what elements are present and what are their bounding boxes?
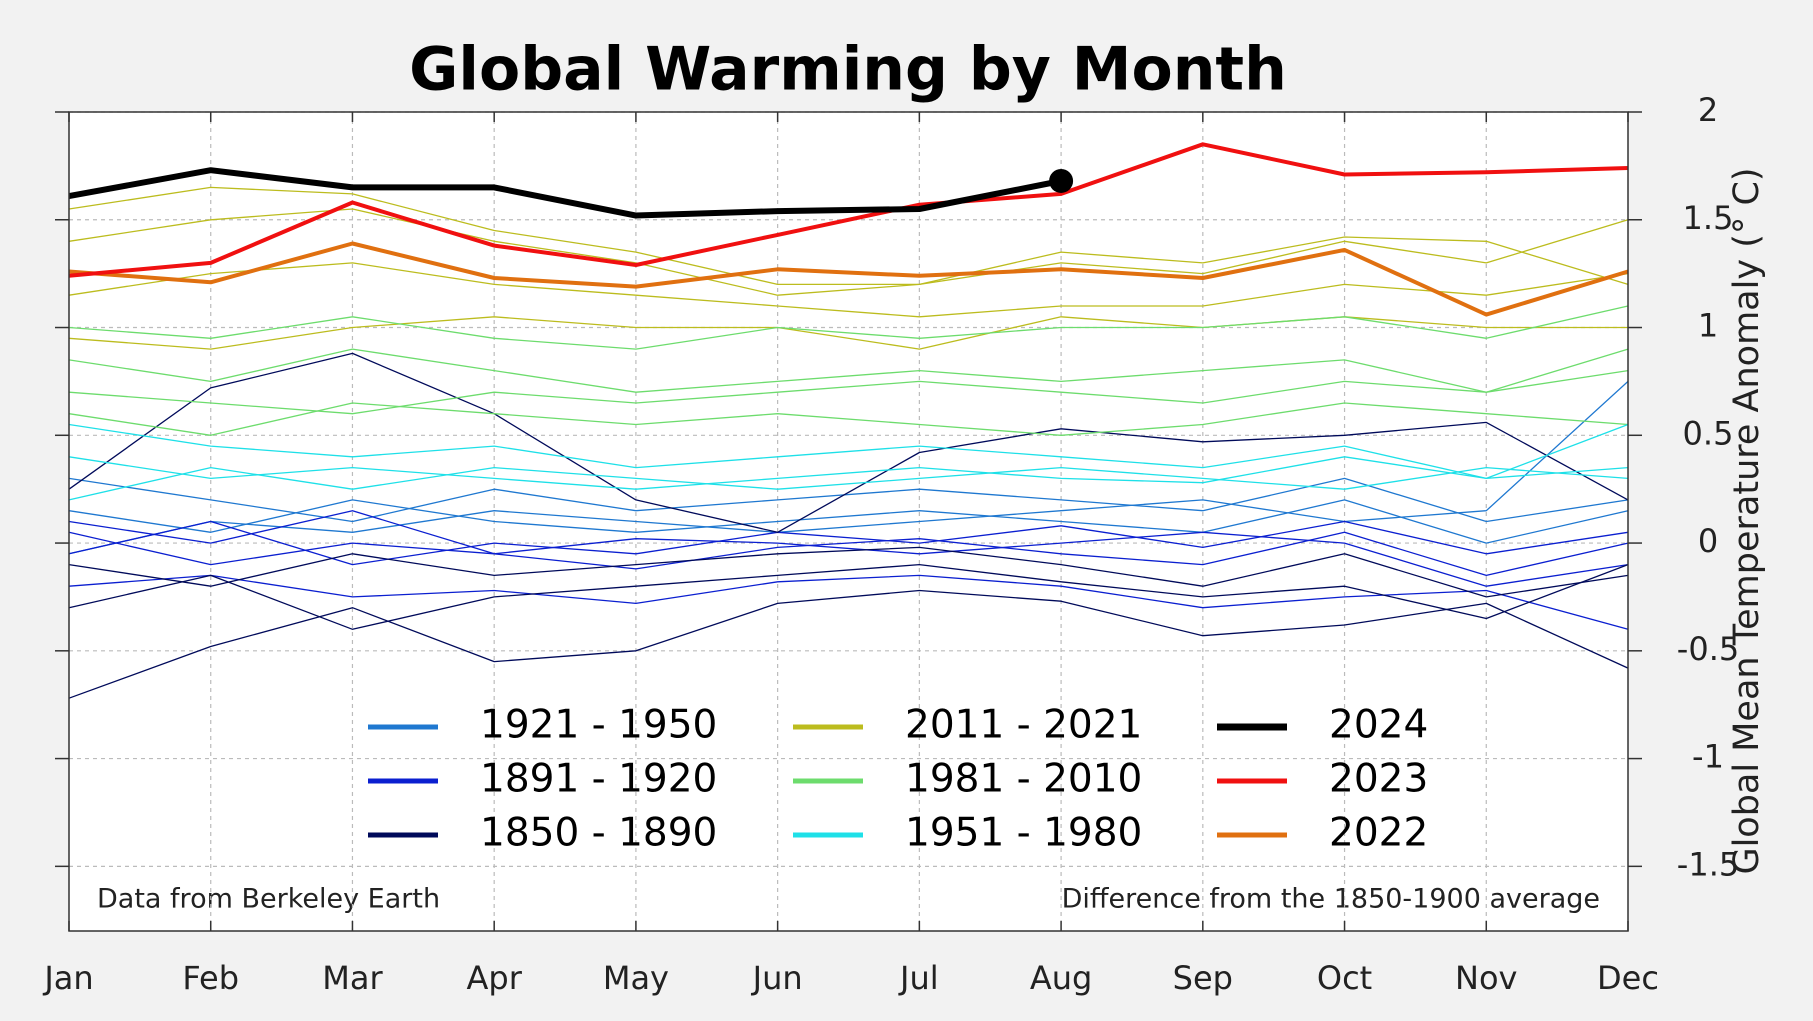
- series-line: [68, 316, 1628, 350]
- annotation: Data from Berkeley Earth: [97, 884, 440, 915]
- legend-label: 2023: [1329, 757, 1428, 802]
- legend-label: 1981 - 2010: [905, 757, 1142, 802]
- x-tick-label: Jan: [42, 959, 93, 997]
- chart-title: Global Warming by Month: [409, 35, 1287, 105]
- x-tick-label: May: [603, 959, 669, 997]
- legend-label: 1850 - 1890: [480, 811, 717, 856]
- series-line: [68, 520, 1629, 566]
- series-line: [68, 574, 1629, 630]
- series-line: [68, 499, 1629, 544]
- y-tick-label: -0.5: [1677, 630, 1739, 668]
- legend-label: 1921 - 1950: [480, 703, 717, 748]
- legend-label: 2022: [1329, 811, 1428, 856]
- x-tick-label: Feb: [182, 959, 239, 997]
- plot-border: [68, 111, 1629, 932]
- y-tick-label: 0.5: [1683, 414, 1734, 452]
- x-tick-label: Oct: [1317, 959, 1372, 997]
- annotation: Difference from the 1850-1900 average: [1062, 884, 1600, 915]
- x-tick-label: Nov: [1455, 959, 1517, 997]
- series-line: [68, 563, 1629, 630]
- series-line: [68, 456, 1629, 490]
- series-line: [68, 348, 1629, 393]
- x-tick-label: Jun: [751, 959, 803, 997]
- series-line: [68, 186, 1629, 286]
- legend-label: 1951 - 1980: [905, 811, 1142, 856]
- highlight-line: [68, 142, 1629, 278]
- x-tick-label: Dec: [1597, 959, 1659, 997]
- series-line: [68, 380, 1629, 555]
- series-line: [68, 402, 1629, 436]
- series-line: [68, 423, 1629, 480]
- end-marker: [1049, 168, 1074, 193]
- series-line: [68, 352, 1629, 533]
- y-tick-label: -1.5: [1677, 845, 1739, 883]
- series-line: [68, 305, 1629, 350]
- legend-label: 2024: [1329, 703, 1428, 748]
- series-line: [68, 466, 1629, 501]
- series-line: [68, 531, 1629, 577]
- series-line: [68, 348, 1629, 415]
- x-tick-label: Jul: [898, 959, 939, 997]
- y-tick-label: -1: [1692, 738, 1724, 776]
- highlight-line: [68, 241, 1629, 317]
- highlight-line: [68, 167, 1062, 219]
- series-line: [68, 546, 1629, 598]
- x-tick-label: Mar: [322, 959, 383, 997]
- legend-label: 2011 - 2021: [905, 703, 1142, 748]
- x-tick-label: Apr: [467, 959, 523, 997]
- series-line: [68, 262, 1629, 318]
- y-tick-label: 0: [1698, 522, 1718, 560]
- y-tick-label: 1: [1698, 307, 1718, 345]
- y-tick-label: 2: [1698, 91, 1718, 129]
- x-tick-label: Aug: [1030, 959, 1092, 997]
- x-tick-label: Sep: [1173, 959, 1233, 997]
- series-line: [68, 589, 1629, 699]
- series-line: [68, 510, 1629, 587]
- legend-label: 1891 - 1920: [480, 757, 717, 802]
- y-tick-label: 1.5: [1683, 199, 1734, 237]
- y-axis-label: Global Mean Temperature Anomaly (° C): [1727, 167, 1767, 874]
